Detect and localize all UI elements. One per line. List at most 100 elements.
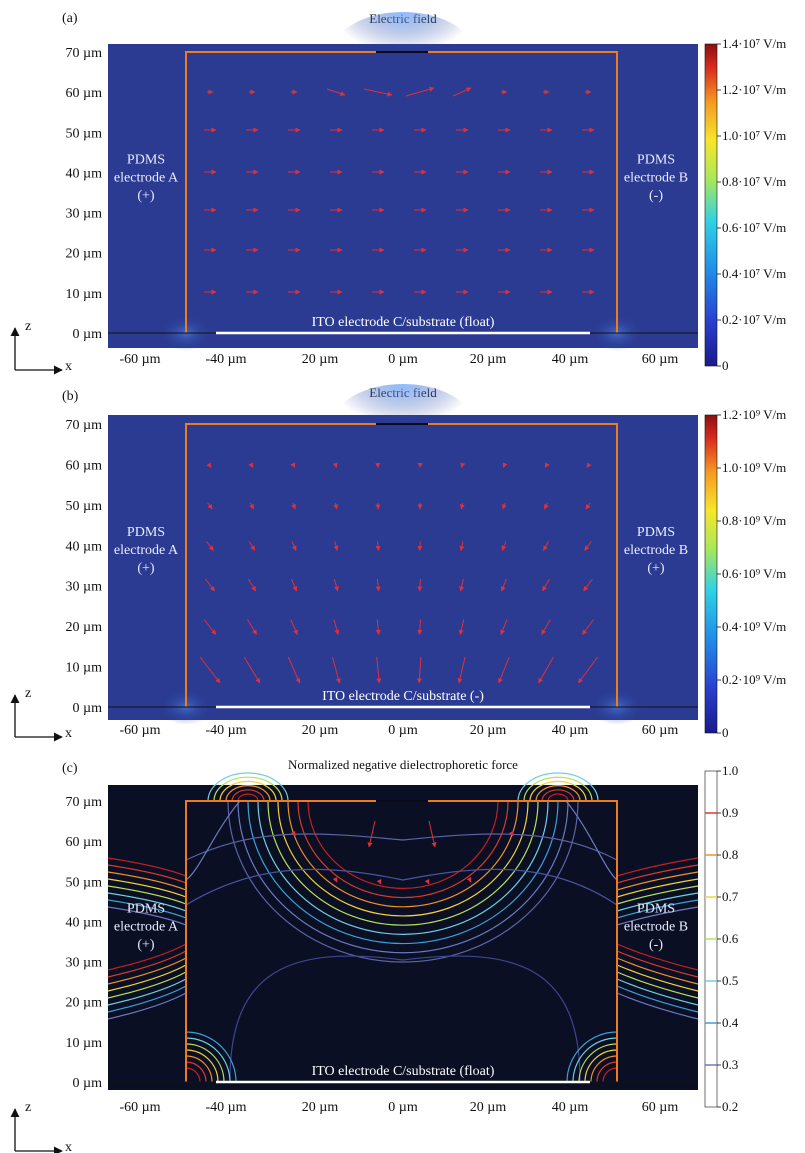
field-arrow	[452, 87, 472, 97]
contour-line	[107, 871, 187, 891]
contour-line	[616, 864, 699, 884]
contour-line	[207, 772, 289, 802]
contour-line	[107, 864, 187, 884]
contour-line	[247, 800, 559, 945]
field-arrow	[291, 502, 296, 510]
electrode-a-label: electrode A	[114, 543, 179, 558]
colorbar-label: 0	[722, 358, 729, 373]
panel-letter: (b)	[62, 389, 79, 404]
electrode-a-label: (+)	[137, 188, 155, 203]
y-tick-label: 50 µm	[66, 126, 103, 141]
x-tick-label: 20 µm	[302, 1100, 339, 1115]
electrode-b-label: electrode B	[624, 543, 688, 558]
colorbar-label: 0.8·10⁷ V/m	[722, 174, 786, 189]
y-tick-label: 0 µm	[73, 701, 103, 716]
contour-line	[185, 1061, 207, 1083]
field-arrow	[363, 88, 393, 97]
electrode-a-label: PDMS	[127, 525, 165, 540]
contour-line	[107, 957, 187, 985]
contour-line	[185, 1031, 237, 1083]
field-arrow	[542, 541, 550, 551]
field-arrow	[538, 656, 554, 684]
x-tick-label: 40 µm	[552, 352, 589, 367]
field-arrow	[375, 578, 381, 592]
colorbar	[704, 414, 718, 734]
colorbar-label: 0.7	[722, 889, 739, 904]
force-arrow	[332, 876, 338, 883]
z-axis-label: z	[25, 319, 31, 334]
colorbar-label: 0.6·10⁷ V/m	[722, 220, 786, 235]
contour-line	[229, 955, 581, 1081]
axis-indicator: zx	[10, 319, 72, 375]
contour-line	[107, 992, 187, 1020]
x-tick-label: -40 µm	[205, 1100, 246, 1115]
contour-line	[616, 992, 699, 1020]
colorbar	[704, 43, 718, 367]
field-arrow	[541, 619, 551, 635]
y-tick-label: 20 µm	[66, 620, 103, 635]
y-tick-label: 40 µm	[66, 166, 103, 181]
field-arrow	[457, 656, 466, 684]
plot-background	[108, 785, 698, 1090]
colorbar-label: 0.3	[722, 1057, 738, 1072]
contour-line	[219, 780, 277, 802]
field-arrow	[459, 502, 465, 510]
colorbar-label: 1.0·10⁹ V/m	[722, 460, 786, 475]
colorbar-label: 0.8·10⁹ V/m	[722, 513, 786, 528]
x-tick-label: 20 µm	[302, 352, 339, 367]
electrode-b-label: PDMS	[637, 152, 675, 167]
contour-line	[107, 978, 187, 1006]
contour-line	[185, 1043, 225, 1083]
contour-line	[107, 971, 187, 999]
x-tick-label: 0 µm	[388, 723, 418, 738]
y-tick-label: 30 µm	[66, 956, 103, 971]
contour-line	[616, 943, 699, 971]
contour-line	[185, 868, 618, 906]
contour-line	[287, 800, 519, 908]
field-arrow	[502, 502, 507, 510]
field-arrow	[248, 462, 254, 468]
y-tick-label: 10 µm	[66, 287, 103, 302]
contour-line	[547, 793, 569, 802]
y-tick-label: 50 µm	[66, 499, 103, 514]
x-tick-label: -60 µm	[119, 1100, 160, 1115]
y-tick-label: 50 µm	[66, 875, 103, 890]
contour-line	[107, 950, 187, 978]
field-arrow	[544, 462, 550, 468]
x-tick-label: 60 µm	[642, 1100, 679, 1115]
panel-title: Normalized negative dielectrophoretic fo…	[288, 757, 518, 772]
axis-indicator: zx	[10, 1100, 72, 1153]
contour-line	[529, 780, 587, 802]
electrode-a-label: PDMS	[127, 152, 165, 167]
force-arrow	[376, 878, 382, 885]
contour-line	[231, 789, 265, 802]
x-tick-label: 0 µm	[388, 1100, 418, 1115]
colorbar-label: 1.2·10⁹ V/m	[722, 407, 786, 422]
contour-line	[584, 1049, 618, 1083]
contour-line	[566, 1031, 618, 1083]
y-tick-label: 70 µm	[66, 418, 103, 433]
contour-line	[297, 800, 509, 899]
field-arrow	[543, 502, 549, 510]
field-arrow	[333, 578, 339, 592]
y-tick-label: 60 µm	[66, 835, 103, 850]
colorbar-label: 1.0	[722, 763, 738, 778]
y-tick-label: 30 µm	[66, 580, 103, 595]
z-axis-label: z	[25, 1100, 31, 1115]
field-arrow	[375, 619, 381, 635]
x-tick-label: 60 µm	[642, 723, 679, 738]
ito-electrode-label: ITO electrode C/substrate (float)	[312, 315, 495, 330]
y-tick-label: 20 µm	[66, 247, 103, 262]
force-arrow	[428, 820, 437, 848]
field-arrow	[206, 462, 212, 468]
field-arrow	[247, 578, 257, 592]
electrode-a-label: (+)	[137, 561, 155, 576]
field-arrow	[243, 656, 261, 684]
field-arrow	[332, 462, 338, 468]
colorbar-label: 0.4·10⁹ V/m	[722, 619, 786, 634]
y-tick-label: 0 µm	[73, 1076, 103, 1091]
y-tick-label: 40 µm	[66, 539, 103, 554]
electrode-a-label: electrode A	[114, 919, 179, 934]
field-arrow	[287, 656, 301, 684]
y-tick-label: 20 µm	[66, 996, 103, 1011]
